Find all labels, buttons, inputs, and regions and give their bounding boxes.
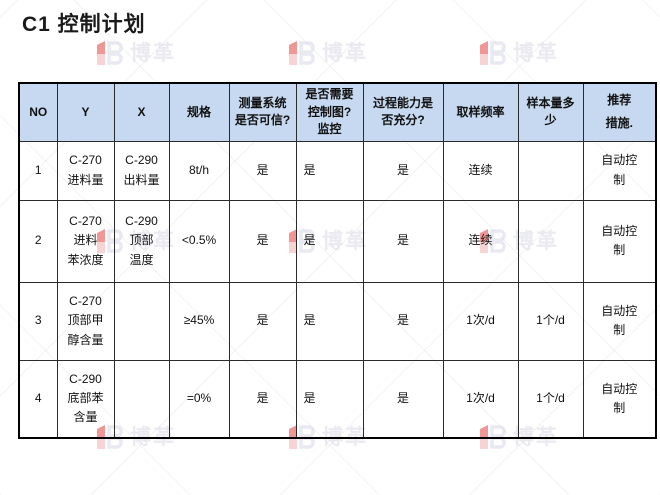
cell-y: C-270 顶部甲 醇含量: [56, 281, 115, 361]
cell-y: C-290 底部苯 含量: [56, 359, 115, 439]
cell-need-chart: 是: [295, 199, 364, 283]
table-header-row: NO Y X 规格 测量系统 是否可信? 是否需要 控制图? 监控 过程能力是 …: [18, 82, 657, 142]
boge-watermark: 博革: [287, 40, 368, 66]
column-header-freq: 取样频率: [442, 82, 519, 142]
column-header-need-chart: 是否需要 控制图? 监控: [295, 82, 364, 142]
cell-no: 3: [18, 281, 58, 361]
boge-watermark: 博革: [95, 40, 176, 66]
cell-action: 自动控 制: [582, 359, 657, 439]
cell-spec: 8t/h: [168, 140, 230, 201]
cell-need-chart: 是: [295, 140, 364, 201]
column-header-action: 推荐 措施.: [582, 82, 657, 142]
cell-sample-size: 1个/d: [517, 281, 584, 361]
cell-no: 1: [18, 140, 58, 201]
cell-sample-size: [517, 199, 584, 283]
cell-need-chart: 是: [295, 281, 364, 361]
cell-measure-reliable: 是: [228, 140, 297, 201]
cell-need-chart: 是: [295, 359, 364, 439]
cell-action: 自动控 制: [582, 199, 657, 283]
column-header-measure-reliable: 测量系统 是否可信?: [228, 82, 297, 142]
cell-x: C-290 顶部 温度: [113, 199, 170, 283]
cell-action: 自动控 制: [582, 140, 657, 201]
column-header-no: NO: [18, 82, 58, 142]
watermark-text: 博革: [130, 41, 176, 65]
boge-logo-icon: [480, 41, 506, 65]
column-header-capability: 过程能力是 否充分?: [362, 82, 444, 142]
cell-spec: ≥45%: [168, 281, 230, 361]
cell-freq: 1次/d: [442, 281, 519, 361]
watermark-text: 博革: [513, 41, 559, 65]
cell-y: C-270 进料量: [56, 140, 115, 201]
cell-measure-reliable: 是: [228, 359, 297, 439]
control-plan-table: NO Y X 规格 测量系统 是否可信? 是否需要 控制图? 监控 过程能力是 …: [18, 82, 657, 439]
boge-watermark: 博革: [478, 40, 559, 66]
cell-sample-size: 1个/d: [517, 359, 584, 439]
column-header-x: X: [113, 82, 170, 142]
cell-spec: =0%: [168, 359, 230, 439]
cell-measure-reliable: 是: [228, 199, 297, 283]
column-header-sample-size: 样本量多 少: [517, 82, 584, 142]
cell-x: [113, 359, 170, 439]
cell-freq: 连续: [442, 140, 519, 201]
watermark-text: 博革: [322, 41, 368, 65]
cell-no: 2: [18, 199, 58, 283]
page-title: C1 控制计划: [22, 13, 146, 36]
cell-freq: 连续: [442, 199, 519, 283]
column-header-y: Y: [56, 82, 115, 142]
cell-measure-reliable: 是: [228, 281, 297, 361]
column-header-spec: 规格: [168, 82, 230, 142]
cell-capability: 是: [362, 281, 444, 361]
boge-logo-icon: [97, 41, 123, 65]
table-row: 4 C-290 底部苯 含量 =0% 是 是 是 1次/d 1个/d 自动控 制: [18, 359, 657, 439]
cell-y: C-270 进料 苯浓度: [56, 199, 115, 283]
table-row: 3 C-270 顶部甲 醇含量 ≥45% 是 是 是 1次/d 1个/d 自动控…: [18, 281, 657, 361]
table-row: 1 C-270 进料量 C-290 出料量 8t/h 是 是 是 连续 自动控 …: [18, 140, 657, 201]
cell-freq: 1次/d: [442, 359, 519, 439]
cell-no: 4: [18, 359, 58, 439]
cell-capability: 是: [362, 359, 444, 439]
cell-capability: 是: [362, 140, 444, 201]
boge-logo-icon: [289, 41, 315, 65]
cell-x: [113, 281, 170, 361]
cell-spec: <0.5%: [168, 199, 230, 283]
cell-x: C-290 出料量: [113, 140, 170, 201]
cell-sample-size: [517, 140, 584, 201]
cell-capability: 是: [362, 199, 444, 283]
cell-action: 自动控 制: [582, 281, 657, 361]
table-row: 2 C-270 进料 苯浓度 C-290 顶部 温度 <0.5% 是 是 是 连…: [18, 199, 657, 283]
